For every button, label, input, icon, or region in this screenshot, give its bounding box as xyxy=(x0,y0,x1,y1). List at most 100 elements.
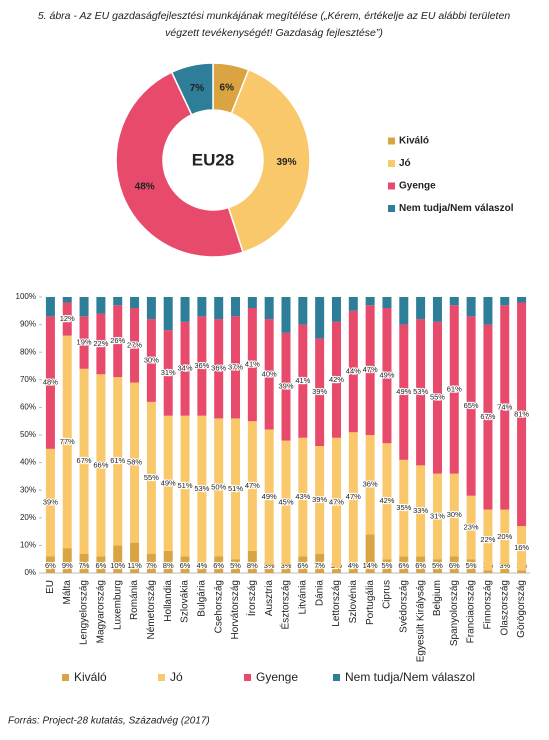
bar-segment xyxy=(45,448,55,557)
bar-segment xyxy=(62,297,72,303)
value-label: 61% xyxy=(447,384,462,393)
bar-segment xyxy=(449,297,459,306)
bar-segment xyxy=(331,567,341,573)
bar-segment xyxy=(163,297,173,331)
value-label: 49% xyxy=(161,478,176,487)
bar-segment xyxy=(500,305,510,510)
y-tick-label: 100% xyxy=(16,292,36,301)
bar-segment xyxy=(517,297,527,303)
x-tick-label: Svédország xyxy=(398,580,409,633)
value-label: 35% xyxy=(396,503,411,512)
y-tick-label: 90% xyxy=(20,320,36,329)
slice-label: 6% xyxy=(220,82,235,93)
value-label: 31% xyxy=(430,511,445,520)
x-tick-label: Franciaország xyxy=(466,580,477,643)
legend-label: Gyenge xyxy=(399,181,436,192)
value-label: 5% xyxy=(466,561,477,570)
x-tick-label: Csehország xyxy=(213,580,224,633)
bar-segment xyxy=(298,556,308,573)
value-label: 44% xyxy=(346,367,361,376)
value-label: 8% xyxy=(163,561,174,570)
bar-segment xyxy=(500,509,510,565)
bar-segment xyxy=(281,564,291,573)
value-label: 49% xyxy=(396,387,411,396)
bar-segment xyxy=(96,556,106,573)
bar-segment xyxy=(180,321,190,416)
value-label: 3% xyxy=(264,561,275,570)
bar-segment xyxy=(432,297,442,322)
bar-segment xyxy=(113,377,123,546)
legend-label: Jó xyxy=(170,670,183,684)
bar-segment xyxy=(298,437,308,557)
bar-segment xyxy=(214,319,224,419)
x-tick-label: Olaszország xyxy=(499,580,510,636)
title-line: végzett tevékenységét! Gazdaság fejleszt… xyxy=(165,27,383,39)
bar-segment xyxy=(399,459,409,557)
bar-segment xyxy=(449,556,459,573)
value-label: 47% xyxy=(245,481,260,490)
bar-segment xyxy=(315,338,325,447)
legend-swatch xyxy=(244,674,251,681)
value-label: 4% xyxy=(196,561,207,570)
bar-segment xyxy=(449,305,459,474)
y-tick-label: 20% xyxy=(20,513,36,522)
bar-segment xyxy=(180,415,190,557)
legend-swatch xyxy=(333,674,340,681)
bar-segment xyxy=(281,440,291,565)
bar-segment xyxy=(214,297,224,320)
bar-segment xyxy=(365,297,375,306)
legend-swatch xyxy=(388,160,395,167)
bar-segment xyxy=(96,297,106,314)
value-label: 47% xyxy=(346,492,361,501)
donut-slice xyxy=(170,62,214,116)
bar-segment xyxy=(130,297,140,309)
bar-segment xyxy=(399,297,409,325)
y-tick-label: 70% xyxy=(20,375,36,384)
bar-segment xyxy=(432,321,442,474)
bar-segment xyxy=(79,368,89,554)
value-label: 45% xyxy=(278,498,293,507)
value-label: 5% xyxy=(382,561,393,570)
bar-segment xyxy=(348,432,358,562)
y-tick-label: 10% xyxy=(20,541,36,550)
value-label: 50% xyxy=(211,482,226,491)
value-label: 9% xyxy=(62,561,73,570)
x-tick-label: Bulgária xyxy=(197,580,208,617)
bar-segment xyxy=(62,335,72,549)
value-label: 42% xyxy=(379,496,394,505)
bar-segment xyxy=(231,316,241,419)
bar-segment xyxy=(180,297,190,322)
x-tick-label: Litvánia xyxy=(297,580,308,615)
bar-segment xyxy=(331,437,341,568)
value-label: 4% xyxy=(348,561,359,570)
value-label: 36% xyxy=(194,361,209,370)
legend-label: Gyenge xyxy=(256,670,298,684)
value-label: 77% xyxy=(60,437,75,446)
value-label: 41% xyxy=(295,376,310,385)
x-tick-label: Málta xyxy=(62,580,73,605)
x-tick-label: Egyesült Királyság xyxy=(415,580,426,662)
bar-segment xyxy=(466,495,476,560)
value-label: 67% xyxy=(480,412,495,421)
x-tick-label: Magyarország xyxy=(96,580,107,643)
x-tick-label: Hollandia xyxy=(163,580,174,622)
bar-segment xyxy=(113,545,123,573)
value-label: 33% xyxy=(413,506,428,515)
x-tick-label: Ciprus xyxy=(382,580,393,609)
value-label: 40% xyxy=(262,369,277,378)
bar-segment xyxy=(264,429,274,565)
bar-segment xyxy=(264,564,274,573)
value-label: 67% xyxy=(77,456,92,465)
bar-segment xyxy=(62,548,72,573)
bar-segment xyxy=(197,561,207,573)
value-label: 22% xyxy=(93,339,108,348)
bar-segment xyxy=(517,302,527,527)
x-tick-label: Románia xyxy=(129,580,140,620)
bar-segment xyxy=(45,297,55,317)
value-label: 55% xyxy=(430,393,445,402)
value-label: 23% xyxy=(464,522,479,531)
x-tick-label: Portugália xyxy=(365,580,376,625)
bar-segment xyxy=(130,542,140,573)
x-tick-label: EU xyxy=(45,580,56,594)
value-label: 6% xyxy=(449,561,460,570)
